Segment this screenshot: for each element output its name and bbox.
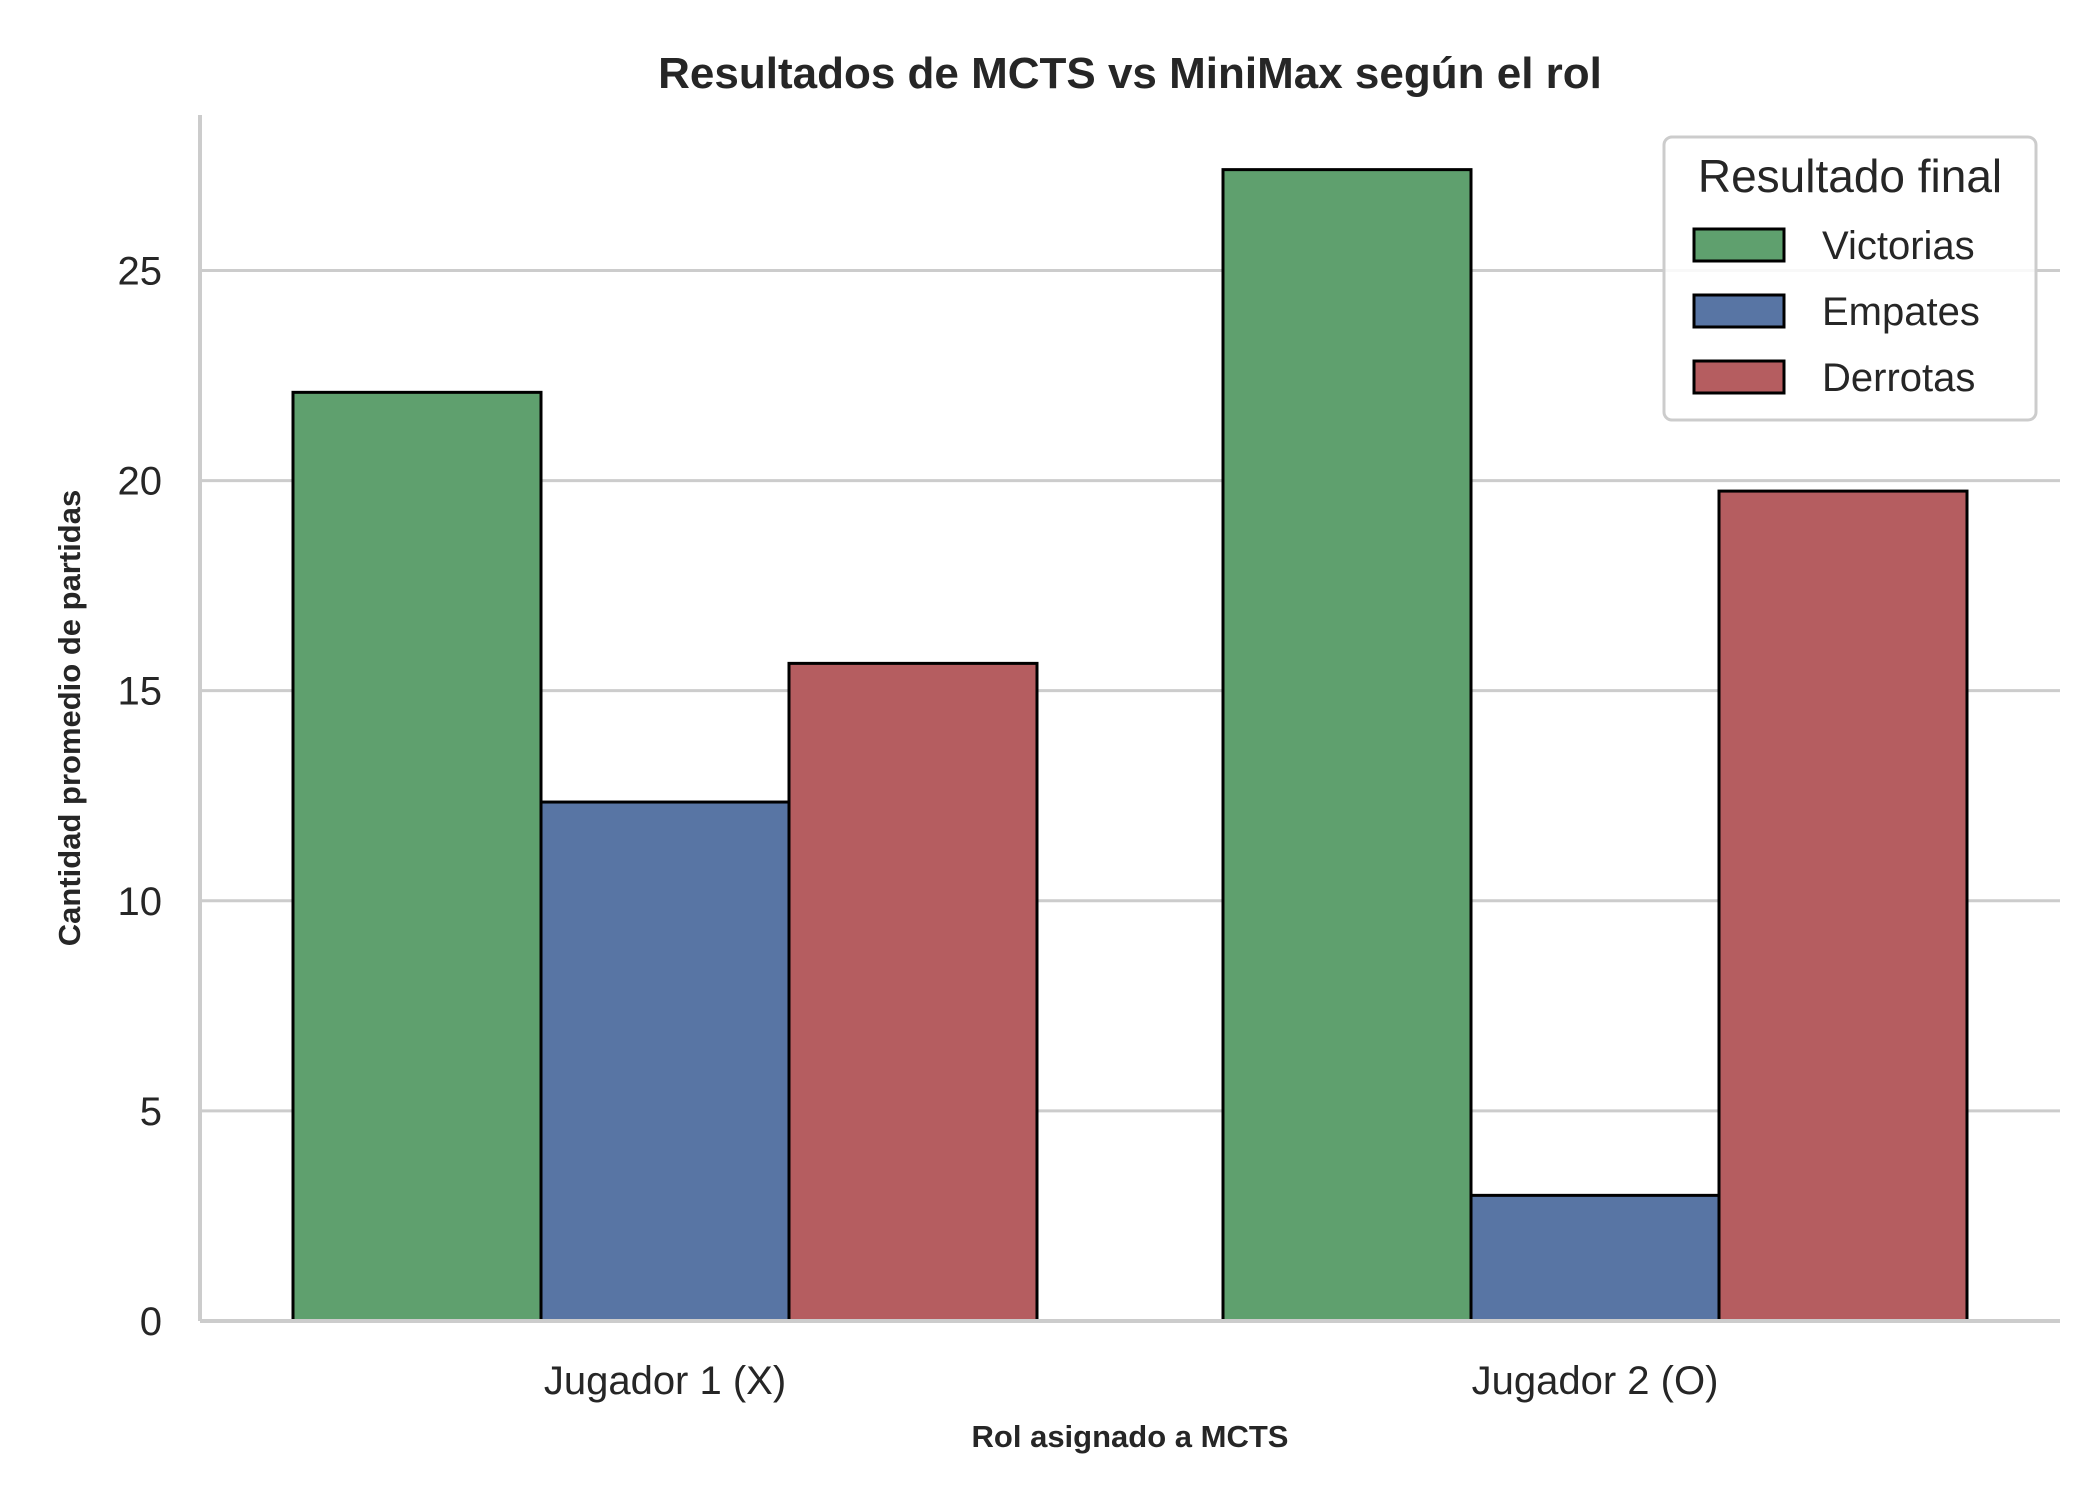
y-tick-label: 5 <box>140 1090 162 1134</box>
chart-title: Resultados de MCTS vs MiniMax según el r… <box>658 49 1602 98</box>
x-tick-label: Jugador 2 (O) <box>1472 1359 1719 1403</box>
y-tick-label: 20 <box>118 460 163 504</box>
bar-victorias-2 <box>1221 168 1473 1323</box>
bars <box>291 168 1969 1323</box>
legend-frame <box>1662 135 2038 422</box>
bar-derrotas-1 <box>787 661 1039 1323</box>
legend-label-empates: Empates <box>1822 290 1980 334</box>
legend: Resultado final Victorias Empates Derrotas <box>1662 135 2038 422</box>
x-tick-labels: Jugador 1 (X) Jugador 2 (O) <box>544 1359 1719 1403</box>
x-tick-label: Jugador 1 (X) <box>544 1359 786 1403</box>
legend-label-derrotas: Derrotas <box>1822 356 1975 400</box>
bar-empates-1 <box>539 800 791 1323</box>
bar-empates-2 <box>1469 1193 1721 1323</box>
bar-victorias-1 <box>291 390 543 1323</box>
y-tick-label: 15 <box>118 670 163 714</box>
x-axis-label: Rol asignado a MCTS <box>972 1419 1289 1454</box>
legend-swatch-victorias <box>1692 227 1786 263</box>
y-axis-label: Cantidad promedio de partidas <box>52 490 87 946</box>
y-tick-labels: 0 5 10 15 20 25 <box>118 249 163 1344</box>
y-tick-label: 10 <box>118 880 163 924</box>
y-tick-label: 25 <box>118 249 163 293</box>
bar-derrotas-2 <box>1717 489 1969 1323</box>
axes <box>198 115 2060 1323</box>
legend-swatch-derrotas <box>1692 359 1786 395</box>
y-tick-label: 0 <box>140 1300 162 1344</box>
legend-label-victorias: Victorias <box>1822 224 1975 268</box>
legend-items: Victorias Empates Derrotas <box>1692 224 1980 400</box>
legend-title: Resultado final <box>1698 150 2002 202</box>
legend-swatch-empates <box>1692 293 1786 329</box>
